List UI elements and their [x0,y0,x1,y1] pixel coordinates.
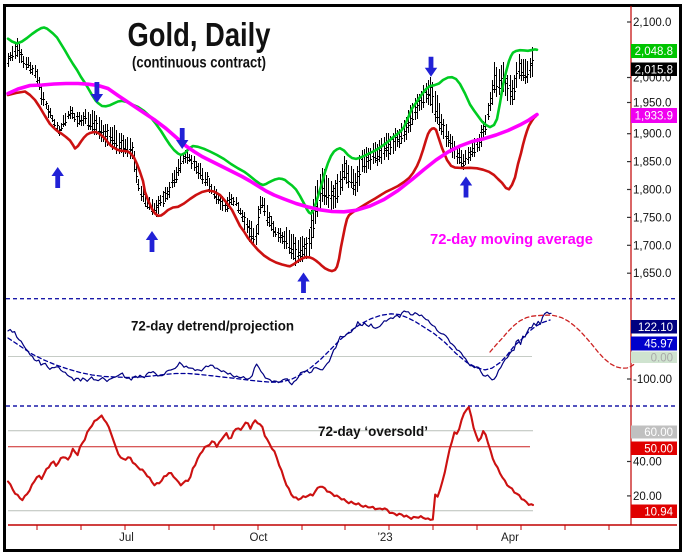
svg-text:60.00: 60.00 [644,427,673,439]
svg-text:1,650.0: 1,650.0 [633,268,671,280]
svg-text:72-day moving average: 72-day moving average [430,232,593,248]
svg-text:2,100.0: 2,100.0 [633,17,671,29]
svg-text:50.00: 50.00 [644,443,673,455]
svg-text:20.00: 20.00 [633,491,662,503]
svg-text:Gold, Daily: Gold, Daily [128,16,272,53]
svg-text:72-day ‘oversold’: 72-day ‘oversold’ [318,424,428,439]
svg-text:10.94: 10.94 [644,506,673,518]
svg-text:Jul: Jul [119,532,134,544]
svg-text:(continuous contract): (continuous contract) [132,55,266,72]
svg-text:1,933.9: 1,933.9 [635,111,673,123]
svg-text:1,900.0: 1,900.0 [633,129,671,141]
svg-text:1,950.0: 1,950.0 [633,98,671,110]
svg-text:2,015.8: 2,015.8 [635,64,673,76]
svg-text:Apr: Apr [501,532,519,544]
svg-text:0.00: 0.00 [651,352,673,364]
svg-text:1,850.0: 1,850.0 [633,157,671,169]
svg-text:1,800.0: 1,800.0 [633,185,671,197]
svg-text:Oct: Oct [250,532,269,544]
svg-text:72-day detrend/projection: 72-day detrend/projection [131,319,294,334]
svg-text:122.10: 122.10 [638,322,673,334]
svg-text:2,048.8: 2,048.8 [635,46,673,58]
svg-text:1,700.0: 1,700.0 [633,240,671,252]
svg-text:-100.00: -100.00 [633,374,672,386]
svg-text:1,750.0: 1,750.0 [633,212,671,224]
svg-text:40.00: 40.00 [633,457,662,469]
svg-text:45.97: 45.97 [644,339,673,351]
svg-text:’23: ’23 [377,532,392,544]
